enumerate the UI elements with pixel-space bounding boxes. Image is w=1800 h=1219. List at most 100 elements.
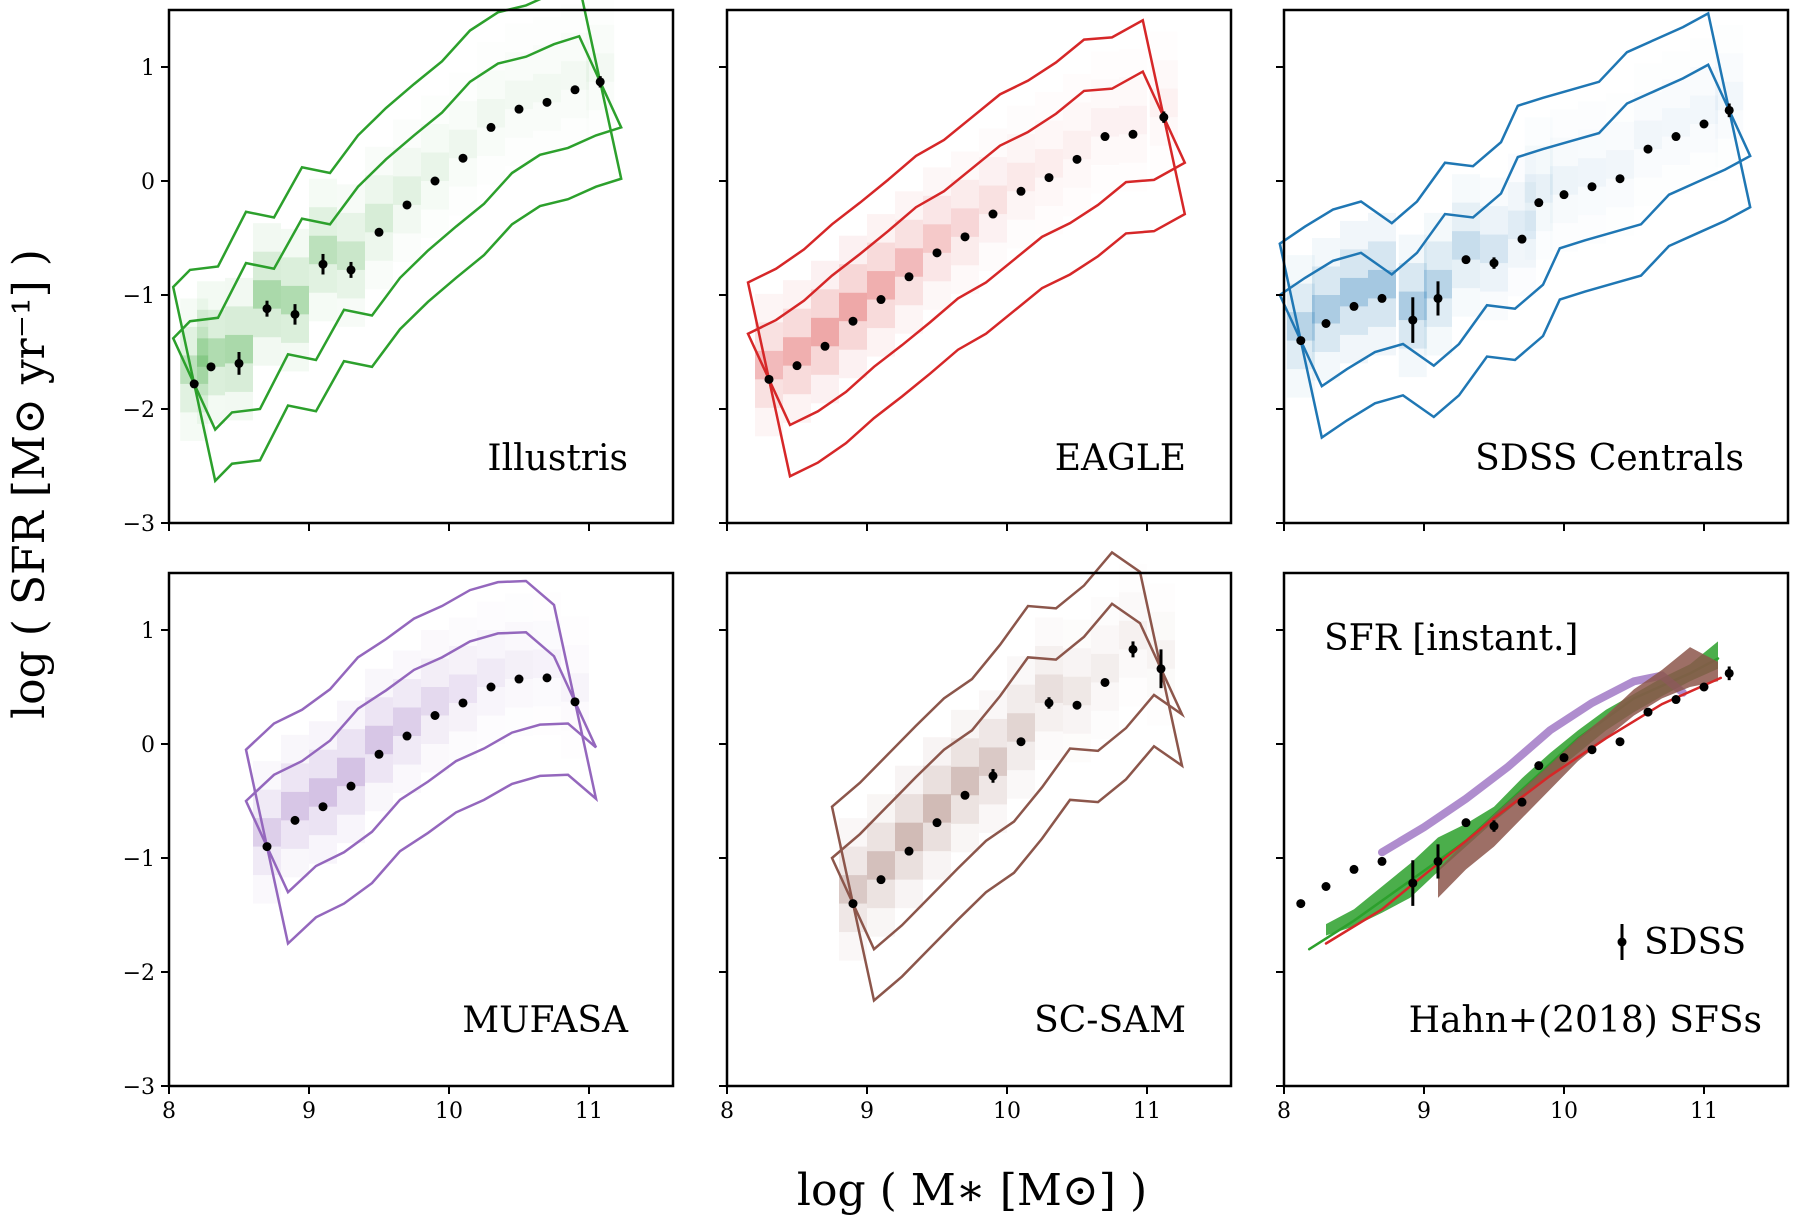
median-point xyxy=(1072,154,1082,164)
median-point xyxy=(1377,293,1387,303)
density-bin xyxy=(979,243,1007,272)
density-bin xyxy=(449,101,477,130)
legend-marker-point xyxy=(1617,937,1627,947)
density-bin xyxy=(533,45,561,73)
density-bin xyxy=(783,280,811,309)
density-bin xyxy=(1091,108,1119,137)
x-tick-label: 10 xyxy=(993,1099,1021,1124)
density-bin xyxy=(811,317,839,347)
median-point xyxy=(1408,315,1418,325)
density-bin xyxy=(197,366,225,396)
density-bin xyxy=(1524,202,1553,232)
contour-outer xyxy=(746,18,1187,479)
density-bin xyxy=(505,24,533,53)
density-bin xyxy=(1063,130,1091,160)
median-point xyxy=(189,379,199,389)
density-bin xyxy=(1452,288,1480,317)
density-bin xyxy=(1508,210,1536,240)
density-bin xyxy=(365,261,393,290)
median-point xyxy=(374,227,384,237)
density-bin xyxy=(867,328,895,357)
density-bin xyxy=(337,212,365,242)
median-point xyxy=(876,875,886,885)
sdss-point xyxy=(1643,707,1653,717)
panel-note: Hahn+(2018) SFSs xyxy=(1409,1000,1762,1041)
density-bin xyxy=(281,820,309,849)
median-point xyxy=(374,749,384,759)
density-bin xyxy=(421,658,449,687)
density-bin xyxy=(1525,231,1553,260)
median-point xyxy=(848,316,858,326)
x-tick-label: 9 xyxy=(302,1099,316,1124)
density-bin xyxy=(1063,102,1091,131)
median-point xyxy=(570,85,580,95)
density-bin xyxy=(979,214,1007,243)
density-bin xyxy=(1715,25,1743,54)
density-bin xyxy=(477,658,505,687)
density-bin xyxy=(895,248,923,277)
density-bin xyxy=(1091,653,1119,683)
density-bin xyxy=(197,281,225,310)
density-bin xyxy=(895,219,923,249)
sdss-point xyxy=(1349,864,1359,874)
median-point xyxy=(1671,132,1681,142)
panel-0: 1 0 −1 −2 −3 Illustris xyxy=(123,0,675,537)
legend-label: SDSS xyxy=(1644,922,1746,963)
density-bin xyxy=(1035,92,1063,121)
density-bin xyxy=(365,203,393,233)
density-bin xyxy=(365,147,393,176)
density-bin xyxy=(281,791,309,821)
median-point xyxy=(1156,664,1166,674)
median-point xyxy=(792,361,802,371)
density-bin xyxy=(393,736,421,765)
density-bin xyxy=(309,835,337,864)
density-bin xyxy=(895,879,923,909)
density-bin xyxy=(533,17,561,46)
density-bin xyxy=(253,223,281,252)
median-point xyxy=(318,802,328,812)
density-bin xyxy=(923,851,951,880)
sdss-point xyxy=(1615,737,1625,747)
density-bin xyxy=(449,187,477,216)
density-bin xyxy=(1634,120,1662,150)
density-bin xyxy=(1091,682,1119,711)
density-bin xyxy=(783,365,811,395)
median-point xyxy=(514,674,524,684)
panel-5: SDSS Hahn+(2018) SFSs 8 9 10 11 SFR [instant.] xyxy=(1276,571,1790,1124)
density-bin xyxy=(951,766,979,796)
density-bin xyxy=(1007,770,1035,799)
median-point xyxy=(1044,698,1054,708)
density-bin xyxy=(1091,625,1119,654)
panel-label: SDSS Centrals xyxy=(1475,438,1744,479)
median-point xyxy=(848,899,858,909)
density-bin xyxy=(477,98,505,128)
density-bin xyxy=(1424,326,1452,356)
contour-inner xyxy=(171,34,623,432)
density-bin xyxy=(337,814,365,844)
density-bin xyxy=(421,630,449,659)
median-point xyxy=(960,790,970,800)
density-bin xyxy=(1524,174,1553,203)
panel-4: 8 9 10 11 SC-SAM xyxy=(719,550,1233,1124)
density-bin xyxy=(1606,93,1634,122)
median-point xyxy=(1159,112,1169,122)
median-point xyxy=(595,77,605,87)
density-bin xyxy=(449,731,477,760)
density-bin xyxy=(309,292,337,322)
density-bin xyxy=(1634,178,1662,207)
density-bin xyxy=(951,795,979,824)
density-bin xyxy=(180,298,209,327)
density-bin xyxy=(1662,165,1690,194)
density-bin xyxy=(1035,617,1063,646)
median-point xyxy=(514,104,524,114)
median-point xyxy=(820,341,830,351)
density-bin xyxy=(365,668,393,698)
panel-label: Illustris xyxy=(487,438,628,479)
median-point xyxy=(1433,293,1443,303)
panel-label: SC-SAM xyxy=(1034,1000,1186,1041)
density-bin xyxy=(1007,134,1035,163)
density-bin xyxy=(533,131,561,160)
density-bin xyxy=(1578,101,1606,130)
density-bin xyxy=(505,80,533,110)
